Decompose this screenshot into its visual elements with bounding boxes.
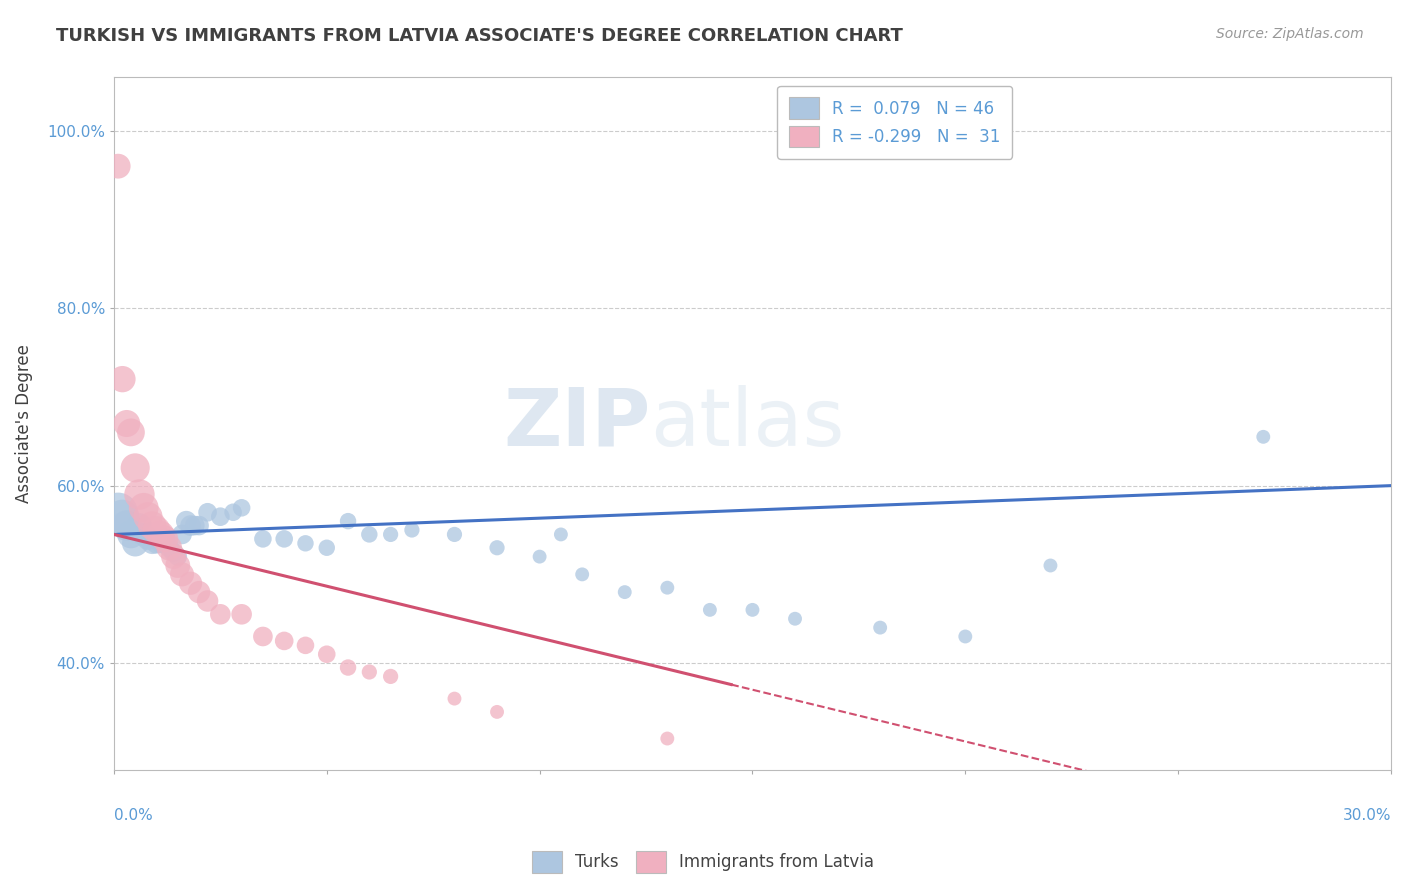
- Point: [955, 630, 977, 644]
- Point: [141, 518, 163, 533]
- Point: [359, 527, 381, 541]
- Point: [188, 518, 211, 533]
- Legend: R =  0.079   N = 46, R = -0.299   N =  31: R = 0.079 N = 46, R = -0.299 N = 31: [778, 86, 1012, 159]
- Point: [128, 518, 150, 533]
- Point: [273, 634, 295, 648]
- Point: [184, 518, 207, 533]
- Point: [741, 603, 763, 617]
- Point: [149, 536, 172, 550]
- Point: [294, 536, 316, 550]
- Point: [166, 558, 188, 573]
- Point: [209, 509, 232, 524]
- Point: [550, 527, 572, 541]
- Point: [294, 638, 316, 652]
- Point: [170, 527, 193, 541]
- Point: [157, 541, 180, 555]
- Text: atlas: atlas: [651, 384, 845, 463]
- Text: Source: ZipAtlas.com: Source: ZipAtlas.com: [1216, 27, 1364, 41]
- Point: [107, 159, 129, 173]
- Point: [380, 527, 402, 541]
- Point: [486, 705, 509, 719]
- Point: [180, 518, 202, 533]
- Point: [486, 541, 509, 555]
- Point: [315, 541, 337, 555]
- Point: [111, 509, 134, 524]
- Point: [783, 612, 806, 626]
- Point: [136, 532, 159, 546]
- Point: [209, 607, 232, 622]
- Point: [252, 532, 274, 546]
- Text: 0.0%: 0.0%: [114, 808, 153, 823]
- Point: [657, 581, 679, 595]
- Point: [1253, 430, 1275, 444]
- Point: [162, 545, 184, 559]
- Point: [120, 527, 142, 541]
- Point: [197, 505, 219, 519]
- Point: [613, 585, 636, 599]
- Text: TURKISH VS IMMIGRANTS FROM LATVIA ASSOCIATE'S DEGREE CORRELATION CHART: TURKISH VS IMMIGRANTS FROM LATVIA ASSOCI…: [56, 27, 903, 45]
- Point: [529, 549, 551, 564]
- Point: [273, 532, 295, 546]
- Legend: Turks, Immigrants from Latvia: Turks, Immigrants from Latvia: [526, 845, 880, 880]
- Point: [571, 567, 593, 582]
- Point: [170, 567, 193, 582]
- Point: [132, 527, 155, 541]
- Point: [337, 514, 360, 528]
- Point: [124, 461, 146, 475]
- Point: [120, 425, 142, 440]
- Point: [869, 621, 891, 635]
- Y-axis label: Associate's Degree: Associate's Degree: [15, 344, 32, 503]
- Point: [657, 731, 679, 746]
- Point: [141, 536, 163, 550]
- Point: [231, 607, 253, 622]
- Text: ZIP: ZIP: [503, 384, 651, 463]
- Point: [111, 372, 134, 386]
- Point: [145, 523, 167, 537]
- Point: [231, 500, 253, 515]
- Point: [162, 549, 184, 564]
- Point: [315, 647, 337, 661]
- Point: [145, 536, 167, 550]
- Point: [174, 514, 197, 528]
- Point: [699, 603, 721, 617]
- Point: [222, 505, 245, 519]
- Point: [124, 536, 146, 550]
- Point: [166, 549, 188, 564]
- Point: [188, 585, 211, 599]
- Point: [153, 532, 176, 546]
- Point: [380, 669, 402, 683]
- Text: 30.0%: 30.0%: [1343, 808, 1391, 823]
- Point: [136, 509, 159, 524]
- Point: [157, 541, 180, 555]
- Point: [153, 532, 176, 546]
- Point: [252, 630, 274, 644]
- Point: [337, 660, 360, 674]
- Point: [107, 505, 129, 519]
- Point: [180, 576, 202, 591]
- Point: [197, 594, 219, 608]
- Point: [443, 691, 465, 706]
- Point: [359, 665, 381, 679]
- Point: [115, 417, 138, 431]
- Point: [443, 527, 465, 541]
- Point: [401, 523, 423, 537]
- Point: [1039, 558, 1062, 573]
- Point: [115, 518, 138, 533]
- Point: [149, 527, 172, 541]
- Point: [132, 500, 155, 515]
- Point: [128, 487, 150, 501]
